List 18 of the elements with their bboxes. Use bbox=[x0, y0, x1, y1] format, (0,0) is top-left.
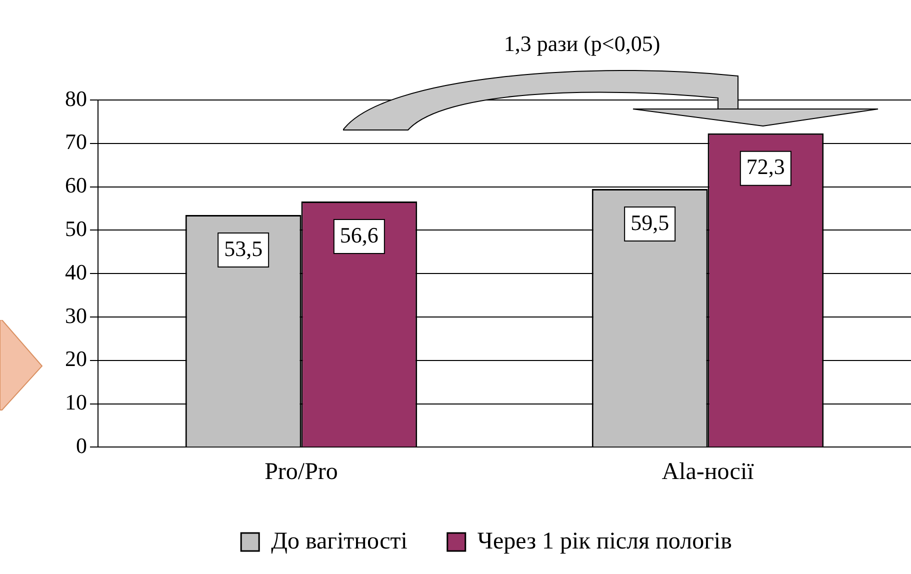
x-tick-label: Pro/Pro bbox=[264, 458, 338, 485]
y-tick-label: 30 bbox=[65, 302, 87, 328]
y-tick-label: 20 bbox=[65, 346, 87, 372]
y-tick-label: 10 bbox=[65, 390, 87, 415]
y-tick-label: 60 bbox=[65, 172, 87, 198]
data-label: 59,5 bbox=[630, 210, 670, 235]
data-label: 56,6 bbox=[340, 222, 378, 248]
legend-label: До вагітності bbox=[271, 528, 408, 554]
y-tick-label: 70 bbox=[65, 129, 87, 154]
text: 1,3 рази (p<0,05) bbox=[504, 30, 660, 56]
x-tick-label: Ala-носії bbox=[662, 458, 754, 485]
data-label: 72,3 bbox=[746, 154, 785, 180]
y-tick-label: 40 bbox=[65, 259, 87, 284]
y-tick-label: 50 bbox=[65, 216, 87, 241]
y-tick-label: 0 bbox=[76, 432, 87, 458]
data-label: 53,5 bbox=[224, 236, 263, 261]
legend-label: Через 1 рік після пологів bbox=[477, 528, 732, 554]
y-tick-label: 80 bbox=[65, 86, 87, 111]
